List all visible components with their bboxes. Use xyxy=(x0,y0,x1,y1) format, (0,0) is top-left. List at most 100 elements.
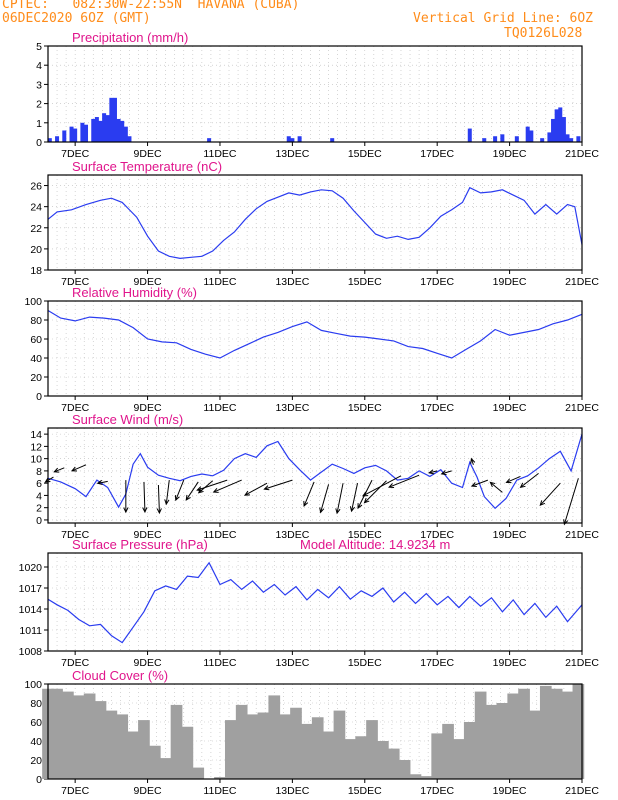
cloud-bar xyxy=(355,736,367,779)
precip-bar xyxy=(120,120,125,142)
ytick-label-wind: 10 xyxy=(30,454,42,466)
precip-bar xyxy=(500,134,505,142)
xtick-label-precip: 15DEC xyxy=(348,148,382,160)
cloud-bar xyxy=(257,712,270,779)
ytick-label-temp: 20 xyxy=(30,244,42,256)
ytick-label-wind: 4 xyxy=(36,490,42,502)
cloud-bar xyxy=(159,758,172,779)
xtick-label-press: 13DEC xyxy=(275,657,309,669)
ytick-label-cloud: 80 xyxy=(30,698,42,710)
precip-bar xyxy=(98,120,103,142)
wind-arrow-head xyxy=(357,503,363,510)
ytick-label-press: 1014 xyxy=(19,604,43,616)
xtick-label-wind: 13DEC xyxy=(275,529,309,541)
wind-arrow xyxy=(264,479,293,490)
ytick-label-cloud: 100 xyxy=(24,679,42,691)
precip-bar xyxy=(84,124,89,142)
panel-title-precip: Precipitation (mm/h) xyxy=(72,30,188,45)
wind-arrow-head xyxy=(164,499,170,506)
xtick-label-rh: 15DEC xyxy=(348,402,382,414)
wind-arrow-head xyxy=(519,482,526,489)
cloud-bar xyxy=(398,760,411,779)
cloud-bar xyxy=(148,745,161,779)
cloud-bar xyxy=(214,777,226,779)
precip-bar xyxy=(109,97,114,142)
header-grid-note: Vertical Grid Line: 6OZ xyxy=(413,11,594,26)
xtick-label-wind: 19DEC xyxy=(493,529,527,541)
precip-bar xyxy=(73,128,78,142)
precip-bar xyxy=(116,118,121,142)
ytick-label-cloud: 20 xyxy=(30,755,42,767)
cloud-bar xyxy=(550,688,563,779)
cloud-bar xyxy=(333,710,346,779)
xtick-label-wind: 21DEC xyxy=(565,529,599,541)
cloud-bar xyxy=(170,704,183,779)
cloud-bar xyxy=(224,720,237,779)
wind-arrow-head xyxy=(349,506,356,513)
ytick-label-rh: 0 xyxy=(36,391,42,403)
wind-arrow-head xyxy=(123,507,129,514)
xtick-label-precip: 7DEC xyxy=(61,148,89,160)
precip-bar xyxy=(207,138,212,142)
xtick-label-cloud: 15DEC xyxy=(348,785,382,797)
panel-frame-precip xyxy=(47,45,583,143)
wind-arrow xyxy=(143,481,146,512)
cloud-bar xyxy=(94,701,107,779)
wind-arrow-head xyxy=(185,494,191,501)
panel-frame-rh xyxy=(47,300,583,397)
wind-arrow xyxy=(520,472,539,488)
ytick-label-temp: 26 xyxy=(30,181,42,193)
cloud-bar xyxy=(279,714,291,779)
header-run-date: 06DEC2020 6OZ (GMT) xyxy=(2,11,151,26)
ytick-label-wind: 8 xyxy=(36,466,42,478)
wind-arrow xyxy=(213,479,242,493)
cloud-bar xyxy=(377,741,389,779)
ytick-label-press: 1020 xyxy=(19,562,43,574)
ytick-label-precip: 1 xyxy=(36,118,42,130)
ytick-label-rh: 80 xyxy=(30,315,42,327)
xtick-label-temp: 11DEC xyxy=(203,276,236,288)
wind-arrow xyxy=(175,479,185,501)
wind-arrow-head xyxy=(263,485,270,491)
xtick-label-rh: 21DEC xyxy=(565,402,599,414)
wind-arrow xyxy=(45,476,54,483)
xtick-label-rh: 7DEC xyxy=(61,402,89,414)
wind-arrow xyxy=(364,480,387,504)
xtick-label-temp: 21DEC xyxy=(565,276,599,288)
header-station: CPTEC: 082:30W-22:55N HAVANA (CUBA) xyxy=(2,0,300,12)
precip-bar xyxy=(540,138,545,142)
ytick-label-temp: 22 xyxy=(30,223,42,235)
precip-bar xyxy=(467,128,472,142)
ytick-label-wind: 0 xyxy=(36,515,42,527)
wind-arrow xyxy=(441,470,452,475)
cloud-bar xyxy=(127,731,139,779)
wind-arrow-head xyxy=(539,500,546,507)
panel-frame-press xyxy=(47,552,583,652)
wind-arrow-head xyxy=(335,508,341,515)
wind-arrow-head xyxy=(388,483,395,489)
ytick-label-press: 1008 xyxy=(19,646,43,658)
wind-arrow-head xyxy=(44,477,51,483)
xtick-label-cloud: 13DEC xyxy=(275,785,309,797)
wind-arrow-head xyxy=(361,491,368,497)
cloud-bar xyxy=(442,723,454,779)
precip-bar xyxy=(482,138,487,142)
precip-bar xyxy=(330,138,335,142)
ytick-label-cloud: 60 xyxy=(30,717,42,729)
ytick-label-temp: 18 xyxy=(30,265,42,277)
series-line-rh xyxy=(47,309,583,359)
precip-bar xyxy=(69,126,74,142)
xtick-label-temp: 15DEC xyxy=(348,276,382,288)
xtick-label-temp: 13DEC xyxy=(275,276,309,288)
wind-arrow xyxy=(357,479,373,509)
wind-arrow-head xyxy=(428,469,435,475)
wind-arrow xyxy=(71,464,87,472)
xtick-label-press: 21DEC xyxy=(565,657,599,669)
ytick-label-wind: 12 xyxy=(30,441,42,453)
xtick-label-press: 9DEC xyxy=(134,657,162,669)
xtick-label-press: 17DEC xyxy=(420,657,454,669)
xtick-label-wind: 11DEC xyxy=(203,529,236,541)
cloud-bar xyxy=(301,723,313,779)
precip-bar xyxy=(551,118,556,142)
precip-bar xyxy=(127,136,132,142)
